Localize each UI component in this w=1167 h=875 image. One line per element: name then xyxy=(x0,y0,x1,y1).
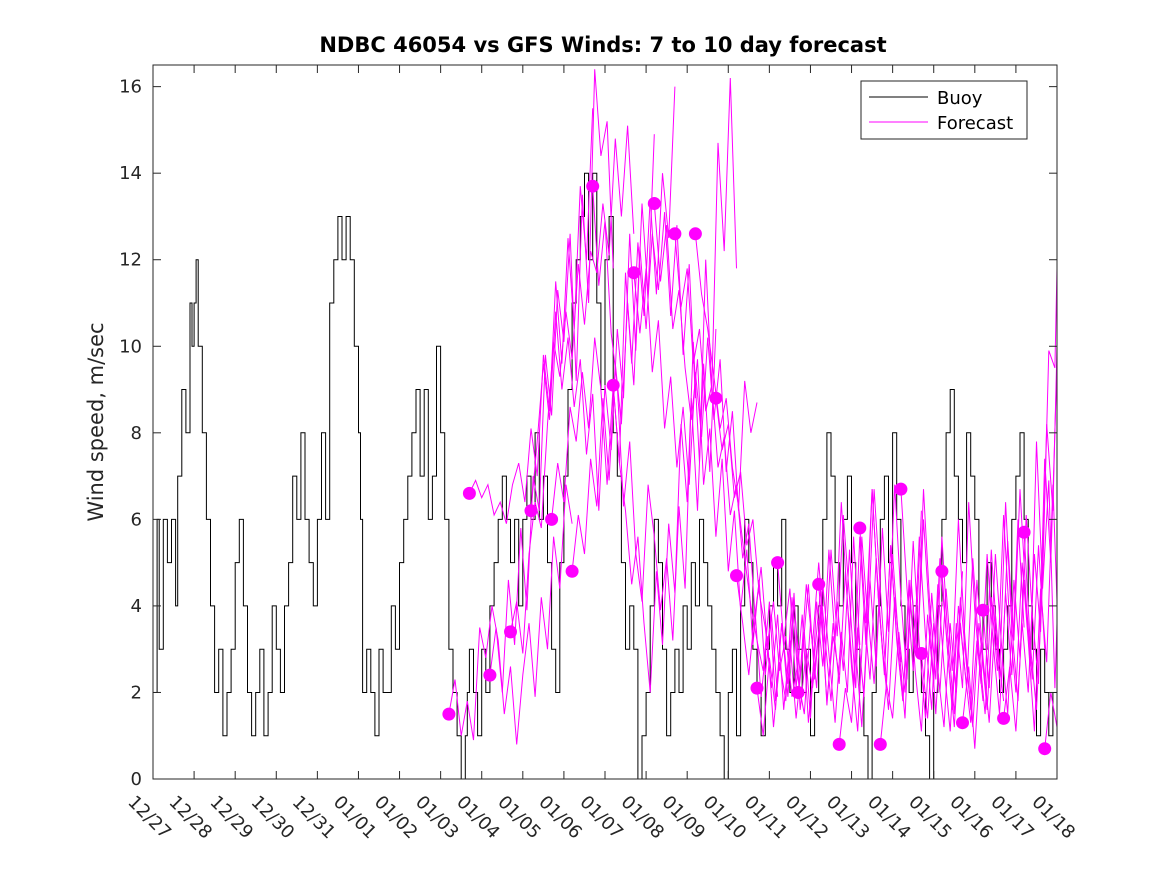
forecast-run-line-10 xyxy=(633,268,758,511)
y-tick-label: 12 xyxy=(119,250,142,271)
forecast-run-line-3 xyxy=(489,69,614,693)
forecast-run-line-4 xyxy=(510,125,635,654)
forecast-start-marker xyxy=(709,391,723,405)
forecast-start-marker xyxy=(997,711,1011,725)
forecast-start-marker xyxy=(976,603,990,617)
buoy-series-line xyxy=(153,172,1058,780)
y-tick-label: 16 xyxy=(119,77,142,98)
forecast-run-line-25 xyxy=(941,484,1058,732)
forecast-run-line-29 xyxy=(1023,268,1058,710)
forecast-start-marker xyxy=(812,577,826,591)
forecast-run-line-16 xyxy=(756,549,881,736)
forecast-run-line-28 xyxy=(1003,346,1058,732)
forecast-run-line-20 xyxy=(838,484,963,745)
y-tick-label: 0 xyxy=(131,769,142,790)
forecast-start-marker xyxy=(627,266,641,280)
forecast-start-marker xyxy=(1038,742,1052,756)
forecast-start-marker xyxy=(956,716,969,730)
forecast-start-marker xyxy=(914,647,928,660)
forecast-start-marker xyxy=(894,482,908,496)
forecast-start-marker xyxy=(565,564,579,578)
legend: Buoy Forecast xyxy=(860,80,1028,140)
forecast-start-marker xyxy=(668,227,682,241)
chart-title: NDBC 46054 vs GFS Winds: 7 to 10 day for… xyxy=(319,33,886,57)
forecast-start-marker xyxy=(688,227,702,241)
forecast-run-line-15 xyxy=(736,536,861,728)
forecast-start-marker xyxy=(586,179,600,193)
forecast-run-line-5 xyxy=(530,134,655,511)
forecast-run-line-12 xyxy=(674,233,799,697)
forecast-start-marker xyxy=(791,686,805,699)
forecast-run-line-8 xyxy=(592,186,717,641)
forecast-start-marker xyxy=(545,512,559,526)
y-tick-label: 6 xyxy=(131,509,142,530)
forecast-start-marker xyxy=(853,521,867,535)
y-tick-label: 2 xyxy=(131,682,142,703)
y-tick-label: 8 xyxy=(131,423,142,444)
legend-forecast-label: Forecast xyxy=(937,113,1013,134)
legend-box xyxy=(860,80,1028,140)
forecast-run-line-1 xyxy=(448,484,573,745)
forecast-start-marker xyxy=(483,668,497,682)
forecast-start-marker xyxy=(935,564,949,578)
plot-area: 024681012141612/2712/2812/2912/3012/3101… xyxy=(119,64,1079,843)
forecast-start-marker xyxy=(606,378,620,392)
forecast-run-line-9 xyxy=(612,77,737,693)
forecast-run-line-7 xyxy=(571,212,696,572)
forecast-start-marker xyxy=(730,569,743,583)
forecast-start-marker xyxy=(462,486,476,500)
forecast-start-marker xyxy=(524,504,538,518)
forecast-start-marker xyxy=(442,707,456,721)
forecast-start-marker xyxy=(504,625,517,639)
forecast-run-line-14 xyxy=(715,398,840,719)
forecast-run-line-2 xyxy=(468,108,594,524)
forecast-start-marker xyxy=(647,197,661,210)
y-tick-label: 4 xyxy=(131,596,142,617)
forecast-start-marker xyxy=(873,737,887,751)
y-axis-label: Wind speed, m/sec xyxy=(84,322,108,521)
forecast-start-marker xyxy=(771,556,785,570)
y-tick-label: 14 xyxy=(119,163,142,184)
legend-buoy-label: Buoy xyxy=(937,88,983,109)
forecast-start-marker xyxy=(750,681,764,695)
series-layer xyxy=(153,69,1058,780)
forecast-start-marker xyxy=(832,737,846,751)
y-tick-label: 10 xyxy=(119,336,142,357)
forecast-start-marker xyxy=(1017,525,1031,539)
